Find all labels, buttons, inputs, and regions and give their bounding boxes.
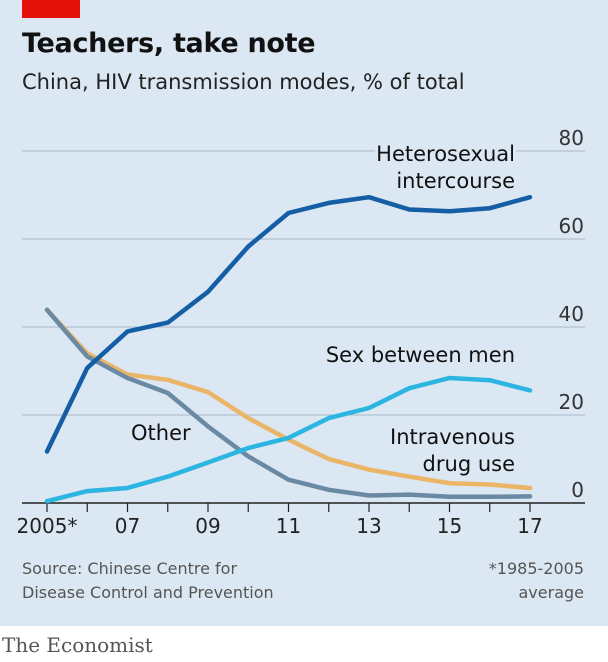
- series-line-other: [44, 307, 533, 500]
- source-note: Source: Chinese Centre for Disease Contr…: [22, 557, 274, 605]
- y-tick-label: 0: [571, 478, 584, 502]
- footnote-line: *1985-2005: [488, 559, 584, 578]
- chart-subtitle: China, HIV transmission modes, % of tota…: [22, 70, 465, 94]
- line-chart: 0 20 40 60 80 2005* 07 09 11 13 15 17 Heterosexual in…: [17, 126, 585, 538]
- source-line: Source: Chinese Centre for: [22, 559, 238, 578]
- footnote-line: average: [518, 583, 585, 602]
- brand-logo: The Economist: [2, 633, 153, 657]
- x-tick-label: 09: [195, 514, 220, 538]
- series-label: drug use: [423, 452, 515, 476]
- y-tick-label: 40: [559, 302, 584, 326]
- series-label: Heterosexual: [376, 142, 515, 166]
- x-tick-label: 15: [437, 514, 462, 538]
- series-label: Other: [131, 421, 191, 445]
- chart-panel: [0, 0, 608, 626]
- brand-red-tab: [22, 0, 80, 18]
- series-label: intercourse: [396, 169, 515, 193]
- source-line: Disease Control and Prevention: [22, 583, 274, 602]
- series-line-heterosexual-intercourse: [44, 194, 533, 454]
- chart-title: Teachers, take note: [22, 28, 316, 59]
- x-tick-label: 11: [276, 514, 301, 538]
- y-tick-label: 60: [559, 214, 584, 238]
- x-tick-label: 2005*: [17, 514, 78, 538]
- x-tick-label: 07: [115, 514, 140, 538]
- footnote: *1985-2005 average: [489, 557, 584, 605]
- y-tick-label: 80: [559, 126, 584, 150]
- x-tick-label: 13: [356, 514, 381, 538]
- series-label: Intravenous: [390, 425, 515, 449]
- series-line-sex-between-men: [44, 375, 533, 504]
- x-tick-label: 17: [517, 514, 542, 538]
- series-label: Sex between men: [326, 343, 515, 367]
- y-tick-label: 20: [559, 390, 584, 414]
